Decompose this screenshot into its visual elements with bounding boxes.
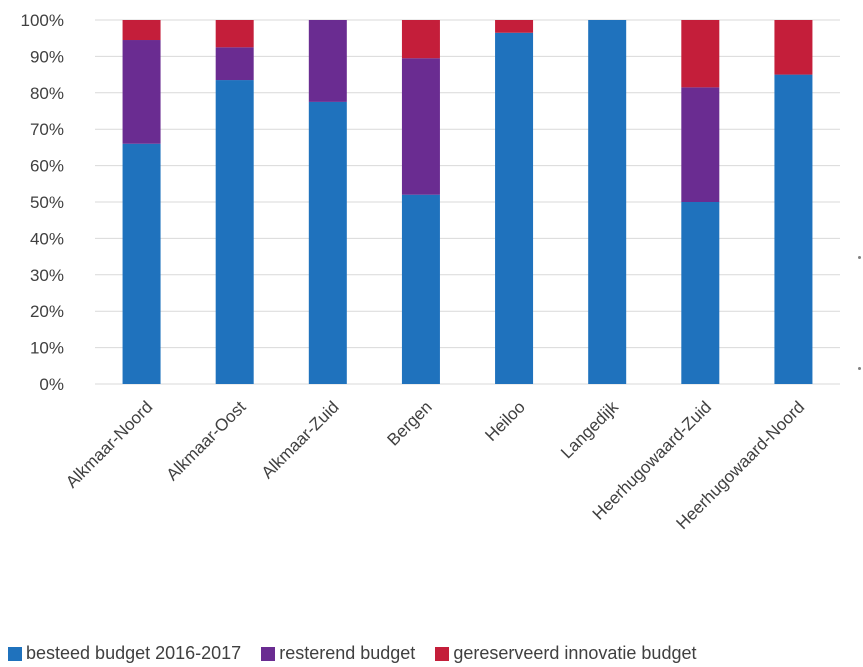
y-tick-label: 50% [30,193,64,212]
y-tick-label: 10% [30,339,64,358]
bar-segment [588,20,627,384]
bar-segment [401,58,440,195]
y-tick-label: 80% [30,84,64,103]
bar-segment [215,80,254,384]
y-tick-label: 0% [39,375,64,394]
bar-segment [122,40,161,144]
legend-swatch [8,646,22,661]
bar-segment [681,87,720,202]
bar-segment [774,74,813,384]
x-tick-label: Heiloo [481,397,529,445]
bar-segment [122,143,161,384]
bars [122,20,813,385]
bar-segment [401,20,440,59]
legend-label: gereserveerd innovatie budget [453,643,697,663]
legend-label: besteed budget 2016-2017 [26,643,242,663]
y-tick-label: 30% [30,266,64,285]
x-tick-label: Alkmaar-Noord [62,397,156,491]
bar-segment [122,20,161,41]
y-tick-label: 70% [30,120,64,139]
decorative-dot [858,367,861,370]
y-tick-label: 90% [30,47,64,66]
bar-segment [215,47,254,81]
y-tick-label: 100% [21,11,64,30]
bar-segment [495,20,534,33]
x-axis-labels: Alkmaar-Noord Alkmaar-Oost Alkmaar-Zuid Ber… [62,397,808,533]
legend-item-gereserveerd: gereserveerd innovatie budget [435,643,696,664]
bar-segment [215,20,254,48]
y-tick-label: 60% [30,157,64,176]
x-tick-label: Alkmaar-Oost [163,397,250,484]
bar-segment [774,20,813,75]
legend-label: resterend budget [279,643,416,663]
x-tick-label: Alkmaar-Zuid [258,397,343,482]
y-tick-label: 20% [30,302,64,321]
x-tick-label: Bergen [384,397,436,449]
legend: besteed budget 2016-2017 resterend budge… [0,640,863,667]
legend-item-besteed: besteed budget 2016-2017 [8,643,241,664]
decorative-dot [858,256,861,259]
bar-segment [681,20,720,88]
bar-segment [308,20,347,102]
bar-segment [308,101,347,385]
legend-swatch [261,646,276,661]
bar-segment [401,194,440,384]
x-tick-label: Langedijk [557,397,622,462]
y-axis-ticks: 0% 10% 20% 30% 40% 50% 60% 70% 80% 90% 100% [21,11,64,394]
bar-segment [681,202,720,384]
y-tick-label: 40% [30,229,64,248]
legend-swatch [435,646,450,661]
gridlines [95,19,840,385]
bar-segment [495,32,534,385]
legend-item-resterend: resterend budget [261,643,415,664]
